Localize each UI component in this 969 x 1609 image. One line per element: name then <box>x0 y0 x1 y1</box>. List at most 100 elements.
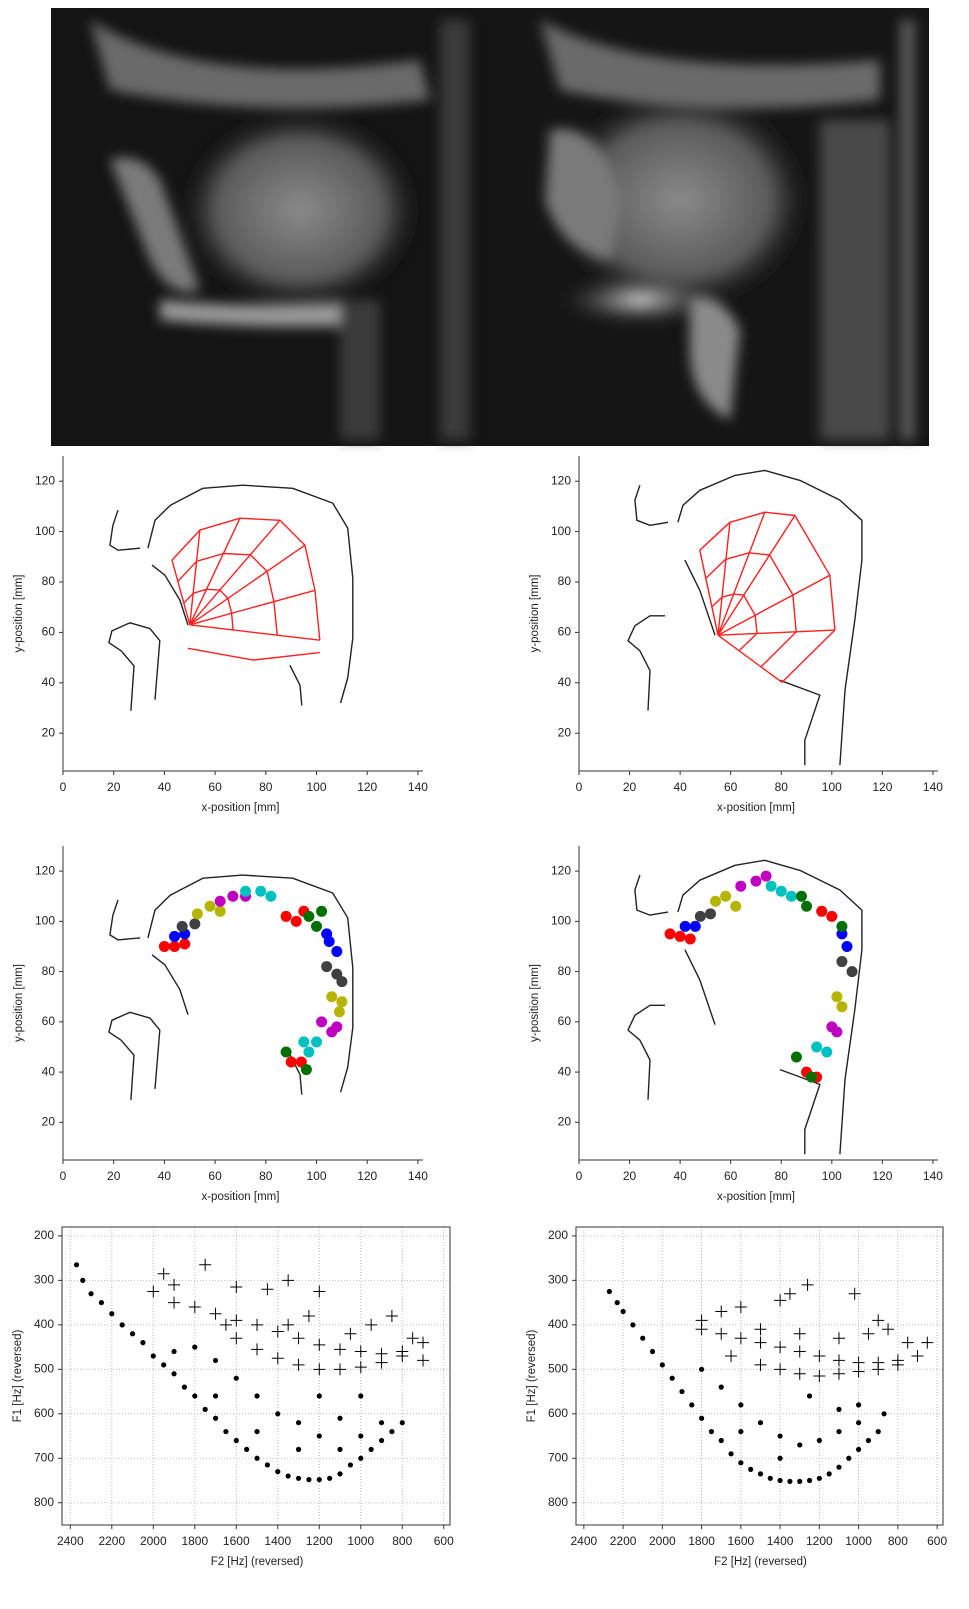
data-point <box>378 1420 385 1426</box>
x-tick-label: 2000 <box>649 1534 676 1548</box>
x-tick-label: 60 <box>724 1169 738 1183</box>
data-point <box>389 1428 395 1435</box>
data-point <box>797 1442 803 1448</box>
data-point <box>640 1335 646 1341</box>
y-axis-title: F1 [Hz] (reversed) <box>12 1330 24 1423</box>
data-point <box>255 885 267 897</box>
cross-point <box>271 1352 284 1365</box>
data-point <box>730 900 742 912</box>
data-point <box>275 1411 281 1417</box>
data-point <box>836 920 848 932</box>
data-point <box>191 908 203 920</box>
x-tick-label: 140 <box>408 780 428 794</box>
data-point <box>795 890 807 902</box>
data-point <box>806 1393 813 1399</box>
x-tick-label: 40 <box>158 1169 172 1183</box>
data-point <box>738 1428 744 1435</box>
data-point <box>212 1415 219 1421</box>
cross-point <box>417 1354 430 1367</box>
data-point <box>614 1300 620 1306</box>
data-point <box>836 928 848 940</box>
y-tick-label: 500 <box>34 1362 54 1376</box>
data-point <box>738 1460 744 1466</box>
y-tick-label: 40 <box>42 675 56 689</box>
y-tick-label: 120 <box>35 863 55 877</box>
chart: 20 40 60 80 100 120 0 20 40 60 80 100 120 140 x-positi… <box>13 456 428 814</box>
y-tick-label: 200 <box>34 1228 54 1242</box>
data-point <box>620 1308 626 1315</box>
data-point <box>158 940 170 952</box>
data-point <box>311 920 323 932</box>
plot-frame <box>575 1226 944 1526</box>
data-point <box>169 940 181 952</box>
data-point <box>181 1384 188 1390</box>
cross-point <box>313 1285 326 1298</box>
data-point <box>129 1331 136 1337</box>
y-tick-label: 40 <box>42 1064 56 1078</box>
cross-point <box>725 1349 738 1362</box>
x-tick-label: 120 <box>872 780 892 794</box>
y-tick-label: 300 <box>548 1273 568 1287</box>
x-tick-label: 60 <box>208 780 222 794</box>
data-point <box>298 1036 310 1048</box>
x-tick-label: 140 <box>923 1169 943 1183</box>
data-point <box>816 1437 822 1444</box>
data-point <box>674 930 686 942</box>
data-point <box>836 1428 842 1435</box>
data-point <box>306 1477 312 1483</box>
x-tick-label: 1000 <box>845 1534 872 1548</box>
y-axis-title: y-position [mm] <box>13 575 25 653</box>
data-point <box>212 1393 219 1399</box>
data-point <box>285 1473 291 1479</box>
x-tick-label: 2200 <box>98 1534 125 1548</box>
cross-point <box>848 1287 861 1300</box>
chart: 20 40 60 80 100 120 0 20 40 60 80 100 120 140 x-positi… <box>13 846 428 1203</box>
x-axis-title: x-position [mm] <box>717 802 795 814</box>
x-tick-label: 1400 <box>264 1534 291 1548</box>
cross-point <box>793 1367 806 1380</box>
cross-point <box>271 1325 284 1338</box>
data-point <box>204 900 216 912</box>
data-point <box>227 890 239 902</box>
data-point <box>735 880 747 892</box>
data-point <box>856 1420 862 1426</box>
cross-point <box>219 1318 232 1331</box>
cross-point <box>774 1294 787 1307</box>
cross-point <box>199 1258 212 1271</box>
data-point <box>214 895 226 907</box>
cross-point <box>774 1341 787 1354</box>
data-point <box>630 1322 636 1328</box>
data-point <box>875 1428 881 1435</box>
y-tick-label: 80 <box>558 964 572 978</box>
cross-point <box>334 1363 347 1376</box>
data-point <box>337 1471 343 1477</box>
data-point <box>109 1311 115 1317</box>
contour-line <box>699 511 836 683</box>
x-tick-label: 2000 <box>140 1534 167 1548</box>
data-point <box>856 1446 862 1452</box>
data-point <box>212 1357 219 1364</box>
cross-point <box>313 1338 326 1351</box>
data-point <box>757 1471 764 1477</box>
x-tick-label: 20 <box>107 780 121 794</box>
data-point <box>806 1477 813 1484</box>
cross-point <box>417 1336 430 1349</box>
data-point <box>704 908 716 920</box>
x-axis-title: x-position [mm] <box>201 802 279 814</box>
cross-point <box>715 1327 728 1340</box>
data-point <box>720 890 732 902</box>
y-tick-label: 60 <box>558 625 572 639</box>
data-point <box>748 1466 754 1473</box>
data-point <box>797 1478 803 1485</box>
contour-line <box>108 874 354 1101</box>
contour-line <box>171 517 321 661</box>
data-point <box>836 1406 842 1412</box>
data-point <box>233 1437 239 1444</box>
data-point <box>787 1478 793 1485</box>
data-point <box>777 1455 783 1461</box>
cross-point <box>209 1307 222 1320</box>
x-axis-title: x-position [mm] <box>717 1191 795 1203</box>
data-point <box>841 940 853 952</box>
data-point <box>699 1366 705 1372</box>
data-point <box>806 1071 818 1083</box>
